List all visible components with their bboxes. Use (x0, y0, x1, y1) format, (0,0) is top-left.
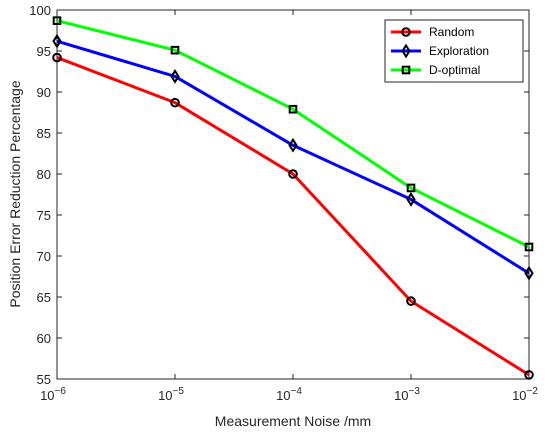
legend-marker (401, 43, 411, 59)
x-axis-label: Measurement Noise /mm (215, 413, 371, 429)
y-tick-label: 95 (37, 44, 51, 59)
series-exploration (52, 33, 534, 281)
legend-entry: D-optimal (391, 63, 480, 77)
y-tick-label: 60 (37, 331, 51, 346)
series-line (56, 19, 530, 249)
data-point (52, 16, 62, 25)
x-tick-label-base: 10 (40, 388, 54, 403)
x-tick-label: 10−4 (276, 386, 302, 403)
y-tick-label: 65 (37, 290, 51, 305)
y-tick-label: 100 (29, 3, 51, 18)
data-point (406, 183, 416, 193)
legend-label: Random (429, 25, 474, 39)
legend-label: Exploration (429, 44, 489, 58)
x-tick-label-exponent: −3 (409, 386, 421, 397)
y-tick-label: 80 (37, 167, 51, 182)
legend-marker (401, 27, 411, 37)
x-tick-label-exponent: −4 (291, 386, 303, 397)
x-tick-label: 10−5 (158, 386, 184, 403)
legend: Random Exploration D-optimal (384, 19, 524, 83)
data-point (170, 45, 180, 55)
data-point (288, 169, 298, 179)
series-d-optimal (52, 16, 534, 252)
data-point (288, 104, 298, 114)
x-tick-label-base: 10 (158, 388, 172, 403)
legend-entry: Random (391, 25, 474, 39)
data-point (52, 52, 62, 63)
x-tick-label: 10−2 (512, 386, 538, 403)
data-point (170, 69, 180, 84)
y-tick-label: 90 (37, 85, 51, 100)
x-tick-label-exponent: −2 (527, 386, 539, 397)
y-tick-label: 85 (37, 126, 51, 141)
series-random (52, 52, 534, 380)
series-layer (52, 16, 534, 380)
x-tick-label-base: 10 (512, 388, 526, 403)
y-axis: 55 60 65 70 75 80 85 90 95 100 (29, 3, 529, 387)
x-axis: 10−6 10−5 10−4 10−3 10−2 (40, 10, 538, 403)
y-tick-label: 75 (37, 208, 51, 223)
legend-marker (401, 65, 411, 75)
series-line (56, 56, 530, 377)
data-point (52, 33, 62, 49)
data-point (524, 265, 534, 281)
x-tick-label-exponent: −6 (55, 386, 67, 397)
y-axis-label: Position Error Reduction Percentage (7, 80, 23, 307)
series-line (56, 39, 530, 275)
legend-entry: Exploration (391, 43, 489, 59)
y-tick-label: 55 (37, 372, 51, 387)
data-point (524, 370, 534, 380)
x-tick-label-base: 10 (394, 388, 408, 403)
x-tick-label-base: 10 (276, 388, 290, 403)
data-point (406, 192, 416, 207)
data-point (524, 242, 534, 252)
y-tick-label: 70 (37, 249, 51, 264)
data-point (170, 97, 180, 108)
x-tick-label: 10−3 (394, 386, 420, 403)
data-point (288, 137, 298, 153)
data-point (406, 296, 416, 306)
x-tick-label-exponent: −5 (173, 386, 185, 397)
x-tick-label: 10−6 (40, 386, 66, 403)
legend-label: D-optimal (429, 63, 480, 77)
